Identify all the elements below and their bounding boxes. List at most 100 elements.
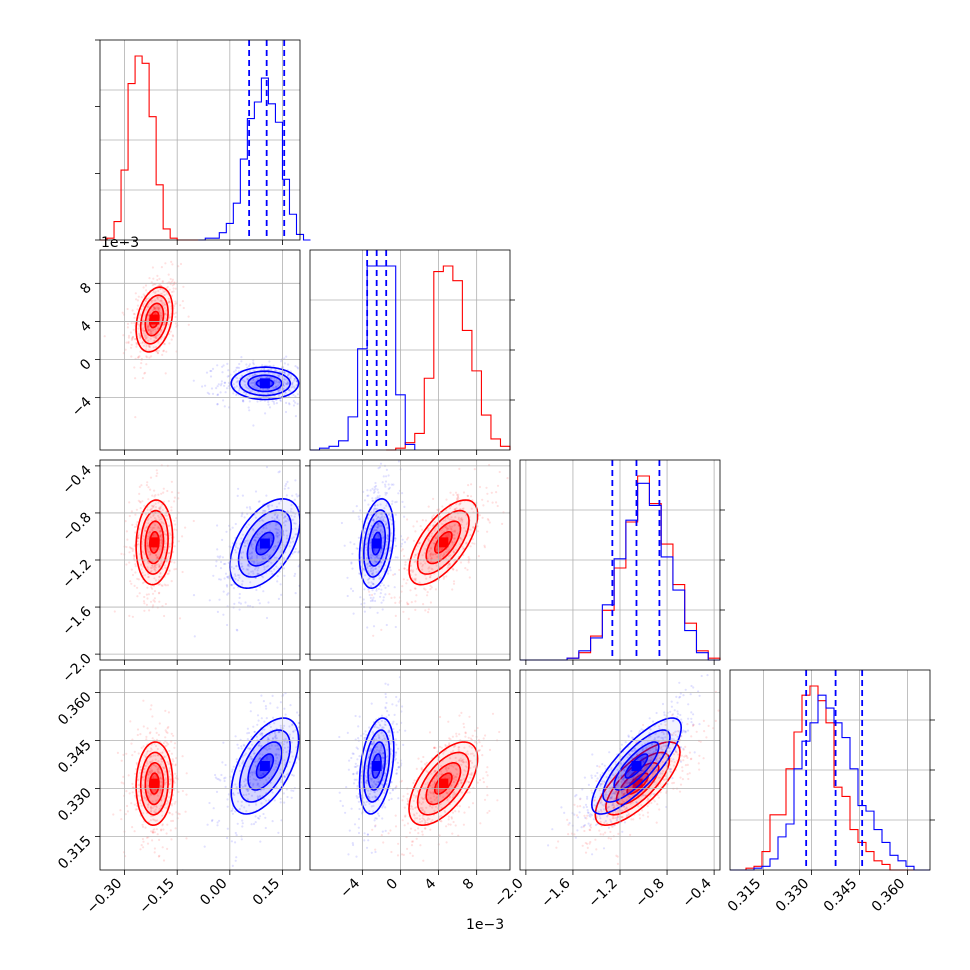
scatter-point-red [136, 536, 140, 539]
scatter-point-blue [253, 752, 256, 755]
scatter-point-blue [372, 785, 375, 788]
scatter-point-red [166, 727, 169, 730]
scatter-point-red [418, 814, 421, 817]
scatter-point-red [433, 746, 436, 749]
scatter-point-blue [208, 392, 211, 395]
scatter-point-blue [257, 719, 260, 722]
histogram-panel-p3 [519, 459, 725, 665]
scatter-point-red [157, 298, 160, 301]
scatter-point-red [130, 343, 133, 346]
scatter-point-blue [267, 601, 270, 604]
scatter-point-blue [276, 744, 279, 747]
scatter-point-red [126, 326, 129, 329]
scatter-point-blue [275, 379, 278, 382]
scatter-point-red [448, 562, 451, 566]
scatter-point-red [151, 759, 154, 762]
scatter-point-blue [307, 392, 309, 394]
scatter-point-blue [286, 380, 289, 383]
scatter-point-red [150, 748, 153, 751]
scatter-point-blue [246, 539, 249, 542]
scatter-point-blue [246, 377, 249, 380]
scatter-point-blue [391, 500, 394, 503]
scatter-point-red [139, 848, 142, 851]
scatter-point-blue [375, 517, 378, 521]
scatter-point-blue [249, 747, 252, 750]
scatter-point-blue [287, 363, 290, 366]
scatter-point-red [469, 759, 472, 763]
scatter-point-red [159, 572, 162, 575]
scatter-point-blue [283, 371, 286, 374]
scatter-point-blue [303, 394, 305, 396]
scatter-point-blue [294, 592, 297, 595]
scatter-point-blue [377, 777, 380, 781]
scatter-point-blue [377, 524, 380, 528]
scatter-point-red [430, 792, 433, 795]
scatter-point-blue [224, 785, 227, 789]
density-peak-red [438, 537, 449, 548]
scatter-point-blue [389, 546, 392, 549]
scatter-point-red [126, 804, 129, 808]
scatter-point-red [125, 530, 128, 533]
scatter-point-blue [390, 502, 394, 506]
scatter-point-blue [401, 538, 404, 541]
scatter-point-red [444, 766, 447, 770]
scatter-point-red [141, 837, 144, 841]
scatter-point-blue [379, 529, 382, 532]
scatter-point-red [135, 761, 138, 765]
scatter-point-blue [267, 776, 271, 780]
scatter-point-blue [372, 571, 375, 575]
scatter-point-blue [275, 381, 278, 384]
scatter-point-blue [235, 565, 238, 568]
scatter-point-red [463, 746, 466, 749]
scatter-point-blue [226, 362, 229, 365]
scatter-point-red [133, 830, 136, 833]
scatter-point-red [435, 564, 438, 567]
scatter-point-blue [258, 741, 261, 745]
scatter-point-blue [391, 722, 394, 725]
scatter-point-blue [258, 376, 261, 379]
scatter-point-blue [267, 400, 270, 404]
scatter-point-blue [246, 789, 249, 792]
scatter-point-red [415, 567, 418, 571]
scatter-point-red [147, 522, 150, 525]
scatter-point-red [134, 565, 137, 568]
scatter-point-red [433, 529, 436, 532]
scatter-point-blue [376, 611, 379, 614]
scatter-point-blue [305, 706, 307, 708]
scatter-point-red [452, 568, 455, 571]
scatter-point-blue [278, 534, 281, 537]
scatter-point-red [167, 555, 170, 558]
scatter-point-red [139, 501, 142, 504]
scatter-point-blue [242, 759, 245, 762]
scatter-point-red [457, 748, 460, 751]
scatter-point-blue [243, 780, 246, 783]
scatter-point-red [460, 781, 463, 784]
scatter-point-red [453, 800, 456, 803]
scatter-point-red [149, 810, 152, 813]
scatter-point-blue [387, 487, 390, 491]
scatter-point-blue [215, 560, 218, 563]
scatter-point-red [162, 872, 164, 874]
scatter-point-red [440, 765, 443, 768]
scatter-point-blue [370, 553, 373, 557]
scatter-point-red [130, 568, 133, 571]
scatter-point-red [496, 504, 499, 508]
scatter-point-red [154, 554, 158, 557]
scatter-point-red [182, 285, 185, 288]
scatter-point-red [150, 301, 153, 304]
scatter-point-blue [401, 705, 404, 708]
scatter-point-red [405, 582, 408, 585]
scatter-point-blue [296, 402, 299, 405]
scatter-point-blue [252, 782, 255, 786]
scatter-point-blue [268, 745, 271, 748]
scatter-point-blue [302, 525, 304, 527]
scatter-point-blue [375, 526, 379, 529]
scatter-point-red [167, 297, 170, 300]
scatter-point-blue [272, 364, 275, 367]
scatter-point-blue [375, 555, 378, 559]
scatter-point-blue [240, 745, 243, 748]
panel-frame [99, 249, 301, 451]
scatter-point-blue [373, 507, 376, 510]
scatter-point-red [422, 818, 425, 821]
scatter-point-red [163, 755, 166, 758]
